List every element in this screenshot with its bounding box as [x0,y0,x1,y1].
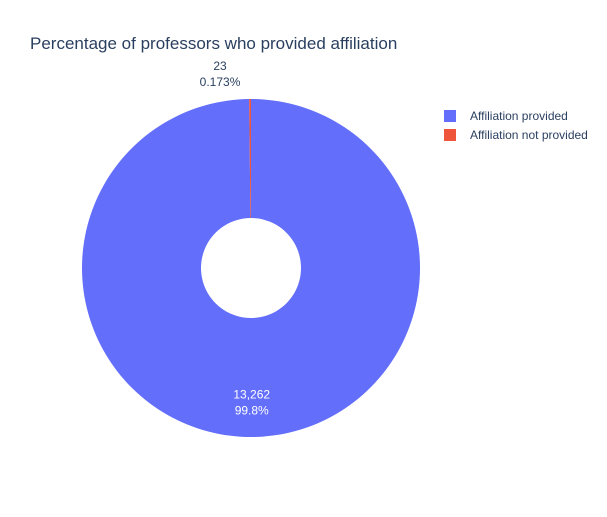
slice-percent-label: 99.8% [235,403,269,417]
legend-item-affiliation-provided[interactable]: Affiliation provided [444,106,588,125]
legend-swatch [444,128,456,141]
legend-label: Affiliation provided [470,108,568,123]
legend-label: Affiliation not provided [470,127,588,142]
slice-affiliation-not-provided[interactable] [249,99,251,219]
slice-percent-label: 0.173% [200,75,241,89]
legend: Affiliation provided Affiliation not pro… [444,106,588,144]
slice-value-label: 23 [213,59,227,73]
slice-value-label: 13,262 [233,387,270,401]
slice-affiliation-provided[interactable] [82,99,421,437]
legend-item-affiliation-not-provided[interactable]: Affiliation not provided [444,125,588,144]
chart-title: Percentage of professors who provided af… [30,34,398,53]
legend-swatch [444,109,456,122]
